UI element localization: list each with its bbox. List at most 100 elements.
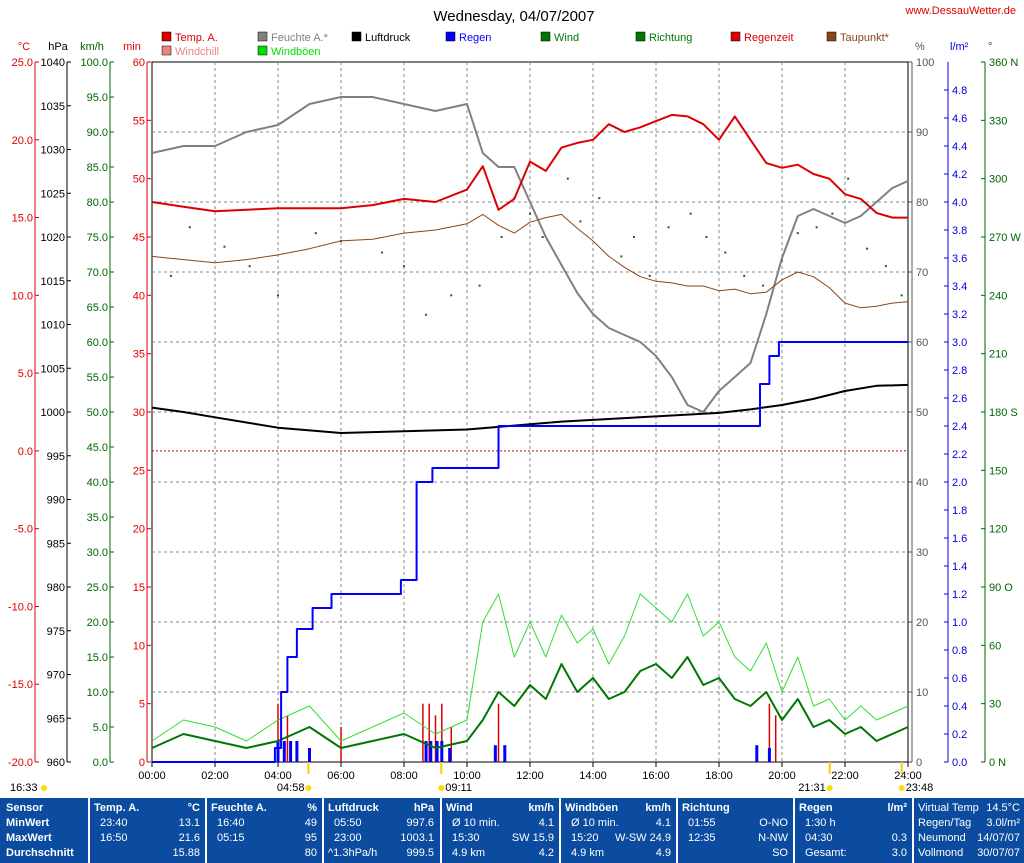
stats-header-wind: Wind xyxy=(446,802,473,814)
rain-rate-bar xyxy=(767,748,771,762)
left-axis-tick-label: 1030 xyxy=(41,145,65,157)
left-axis-tick-label: 985 xyxy=(47,538,65,550)
left-axis-tick-label: -20.0 xyxy=(8,757,33,769)
left-axis-tick-label: 90.0 xyxy=(87,127,108,139)
right-axis-tick-label: 1.8 xyxy=(952,505,967,517)
left-axis-tick-label: 20.0 xyxy=(87,617,108,629)
pressure-avg-value: 999.5 xyxy=(406,847,434,859)
stats-divider xyxy=(88,798,90,863)
chart-background xyxy=(0,0,1024,798)
left-axis-tick-label: 35.0 xyxy=(87,512,108,524)
right-axis-tick-label: 1.0 xyxy=(952,617,967,629)
left-axis-unit: hPa xyxy=(48,41,68,53)
left-axis-tick-label: 990 xyxy=(47,495,65,507)
left-axis-tick-label: 15.0 xyxy=(12,213,33,225)
left-axis-tick-label: 1035 xyxy=(41,101,65,113)
right-axis-tick-label: 330 xyxy=(989,115,1007,127)
left-axis-tick-label: 70.0 xyxy=(87,267,108,279)
pressure-min-value: 997.6 xyxy=(406,817,434,829)
left-axis-tick-label: 1000 xyxy=(41,407,65,419)
right-axis-tick-label: 0.0 xyxy=(952,757,967,769)
right-axis-tick-label: 0.4 xyxy=(952,701,967,713)
x-axis-tick-label: 12:00 xyxy=(516,770,544,782)
left-axis-tick-label: 55 xyxy=(133,115,145,127)
rain-rate-bar xyxy=(755,745,759,762)
left-axis-tick-label: 100.0 xyxy=(80,57,108,69)
right-axis-tick-label: 240 xyxy=(989,290,1007,302)
pressure-trend: ^1.3hPa/h xyxy=(328,847,378,859)
temp-min-value: 13.1 xyxy=(178,817,200,829)
left-axis-tick-label: 975 xyxy=(47,626,65,638)
right-axis-tick-label: 1.2 xyxy=(952,589,967,601)
x-axis: 00:00 02:00 04:00 06:00 08:00 10:00 12:00 14:00… xyxy=(10,762,933,794)
direction-point xyxy=(632,236,635,238)
pressure-min-time: 05:50 xyxy=(334,817,362,829)
x-axis-tick-label: 18:00 xyxy=(705,770,733,782)
right-axis-tick-label: 2.6 xyxy=(952,393,967,405)
stats-unit-gust: km/h xyxy=(645,802,671,814)
direction-point xyxy=(248,265,251,268)
left-axis-unit: min xyxy=(123,41,141,53)
full-moon-value: 30/07/07 xyxy=(977,847,1020,859)
right-axis-tick-label: 0.6 xyxy=(952,673,967,685)
stats-header-pressure: Luftdruck xyxy=(328,802,379,814)
right-axis-unit: ° xyxy=(988,41,992,53)
stats-header-humidity: Feuchte A. xyxy=(211,802,267,814)
stats-divider xyxy=(793,798,795,863)
stats-divider xyxy=(676,798,678,863)
right-axis-tick-label: 180 S xyxy=(989,407,1018,419)
legend-swatch xyxy=(351,31,362,42)
moonset-icon xyxy=(898,785,905,791)
direction-max-time: 12:35 xyxy=(688,832,716,844)
direction-point xyxy=(566,177,569,180)
legend-label: Temp. A. xyxy=(175,32,218,44)
stats-direction-col: Richtung 01:55 O-NO 12:35 N-NW SO xyxy=(682,798,788,863)
left-axis-tick-label: 80.0 xyxy=(87,197,108,209)
rain-rate-bar xyxy=(435,741,439,762)
legend-swatch xyxy=(257,31,268,42)
legend-label: Windchill xyxy=(175,46,219,58)
sunrise-icon xyxy=(305,785,312,791)
wind-min-label: Ø 10 min. xyxy=(452,817,500,829)
left-axis-tick-label: 25 xyxy=(133,465,145,477)
virtual-temp-value: 14.5°C xyxy=(986,802,1020,814)
left-axis-tick-label: 45 xyxy=(133,232,145,244)
rain-rate-bar xyxy=(308,748,311,762)
legend-swatch xyxy=(635,31,646,42)
humidity-min-value: 49 xyxy=(304,817,317,829)
left-axis-tick-label: 5 xyxy=(139,699,145,711)
right-axis-tick-label: 3.8 xyxy=(952,225,967,237)
direction-point xyxy=(667,226,670,229)
direction-point xyxy=(529,212,531,215)
right-axis-tick-label: 0 xyxy=(916,757,922,769)
direction-min-time: 01:55 xyxy=(688,817,716,829)
direction-point xyxy=(648,274,651,277)
right-axis-tick-label: 20 xyxy=(916,617,928,629)
stats-divider xyxy=(205,798,207,863)
x-axis-tick-label: 16:00 xyxy=(642,770,670,782)
axes: °C 25.0 20.0 15.0 10.0 5.0 0.0 -5.0 -10.0 -15.0 -2… xyxy=(8,41,1021,769)
rain-rate-bar xyxy=(282,741,286,762)
direction-min-value: O-NO xyxy=(759,817,788,829)
site-link[interactable]: www.DessauWetter.de xyxy=(905,5,1016,17)
right-axis-tick-label: 3.6 xyxy=(952,253,967,265)
stats-divider xyxy=(912,798,914,863)
temp-avg-value: 15.88 xyxy=(172,847,200,859)
rain-max-time: 04:30 xyxy=(805,832,833,844)
gust-distance: 4.9 km xyxy=(571,847,605,859)
wind-avg-value: 4.2 xyxy=(538,847,554,859)
rain-total-value: 3.0 xyxy=(891,847,907,859)
left-axis-tick-label: 960 xyxy=(47,757,65,769)
pressure-max-value: 1003.1 xyxy=(400,832,434,844)
right-axis-tick-label: 50 xyxy=(916,407,928,419)
gust-max-value: W-SW 24.9 xyxy=(614,832,671,844)
rain-per-day-value: 3.0l/m² xyxy=(986,817,1020,829)
legend-label: Richtung xyxy=(649,32,692,44)
stats-rain-col: Regen l/m² 1:30 h 04:30 0.3 Gesamt: 3.0 xyxy=(799,798,907,863)
direction-point xyxy=(169,274,172,277)
rain-rate-bar xyxy=(429,741,433,762)
sun-icon xyxy=(41,785,47,791)
left-axis-tick-label: 995 xyxy=(47,451,65,463)
x-axis-tick-label: 02:00 xyxy=(201,770,229,782)
left-axis-tick-label: 50 xyxy=(133,174,145,186)
